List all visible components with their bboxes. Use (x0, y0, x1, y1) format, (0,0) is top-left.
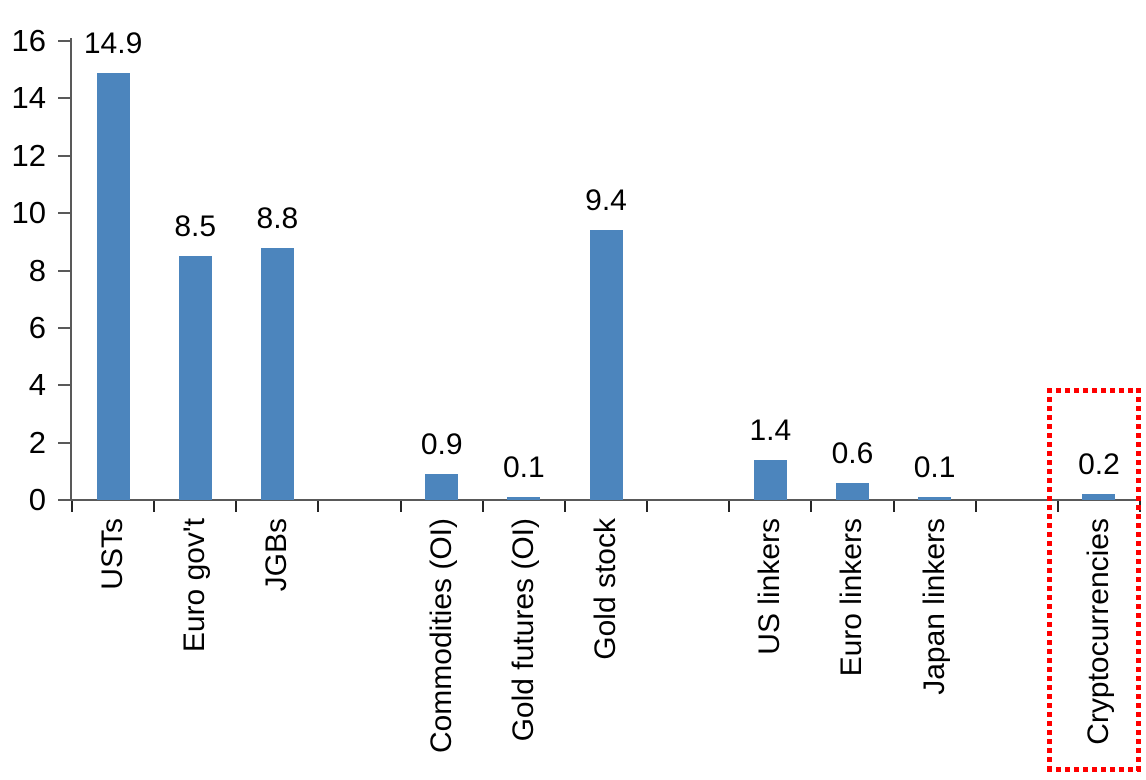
y-tick-label: 4 (28, 367, 46, 403)
category-label-us-linkers: US linkers (753, 518, 787, 655)
y-tick-label: 2 (28, 424, 46, 460)
y-axis-tick (58, 269, 71, 272)
y-tick-label: 6 (28, 309, 46, 345)
x-axis-line (70, 499, 1141, 501)
x-axis-tick (892, 501, 895, 512)
bar-commodities-oi (425, 474, 459, 500)
value-label-euro-gov-t: 8.5 (174, 210, 217, 244)
x-axis-tick (974, 501, 977, 512)
y-tick-label: 16 (11, 23, 46, 58)
x-axis-tick (728, 501, 731, 512)
category-label-usts: USTs (96, 518, 130, 590)
category-label-gold-stock: Gold stock (589, 518, 622, 660)
x-axis-tick (399, 501, 402, 512)
bar-euro-gov-t (178, 256, 212, 500)
x-axis-tick (646, 501, 649, 512)
value-label-gold-stock: 9.4 (585, 184, 627, 218)
category-label-jgbs: JGBs (260, 518, 294, 592)
value-label-commodities-oi: 0.9 (420, 428, 463, 462)
highlight-box-cryptocurrencies (1047, 388, 1141, 772)
bar-gold-futures-oi (507, 497, 541, 500)
y-tick-label: 14 (11, 80, 46, 116)
category-label-euro-gov-t: Euro gov't (178, 518, 212, 653)
category-label-commodities-oi: Commodities (OI) (424, 518, 458, 754)
y-tick-label: 12 (11, 137, 46, 173)
x-axis-tick (563, 501, 566, 512)
y-axis-tick (58, 212, 71, 215)
y-axis-line (70, 38, 72, 501)
y-axis-tick (58, 40, 71, 42)
x-axis-tick (481, 501, 484, 512)
category-label-euro-linkers: Euro linkers (835, 518, 869, 677)
y-axis-tick (58, 499, 71, 501)
y-tick-label: 0 (28, 482, 46, 517)
y-axis-tick (58, 441, 71, 444)
y-axis-tick (58, 326, 71, 329)
x-axis-tick (317, 501, 320, 512)
x-axis-tick (71, 501, 73, 512)
bar-euro-linkers (835, 482, 869, 500)
bar-gold-stock (589, 230, 623, 500)
y-axis-tick (58, 384, 71, 387)
value-label-euro-linkers: 0.6 (831, 436, 874, 470)
y-tick-label: 8 (28, 252, 46, 288)
x-axis-tick (235, 501, 238, 512)
y-axis-tick (58, 154, 71, 157)
category-label-japan-linkers: Japan linkers (917, 518, 951, 695)
bar-jgbs (260, 247, 294, 500)
bar-japan-linkers (918, 497, 952, 500)
y-tick-label: 10 (11, 195, 46, 231)
value-label-jgbs: 8.8 (256, 201, 299, 235)
x-axis-tick (153, 501, 156, 512)
category-label-gold-futures-oi: Gold futures (OI) (506, 518, 540, 742)
x-axis-tick (810, 501, 813, 512)
bar-us-linkers (753, 459, 787, 500)
value-label-japan-linkers: 0.1 (913, 451, 956, 485)
bar-usts (96, 72, 130, 500)
value-label-gold-futures-oi: 0.1 (502, 451, 545, 485)
value-label-us-linkers: 1.4 (749, 413, 792, 447)
value-label-usts: 14.9 (83, 26, 143, 60)
y-axis-tick (58, 97, 71, 100)
